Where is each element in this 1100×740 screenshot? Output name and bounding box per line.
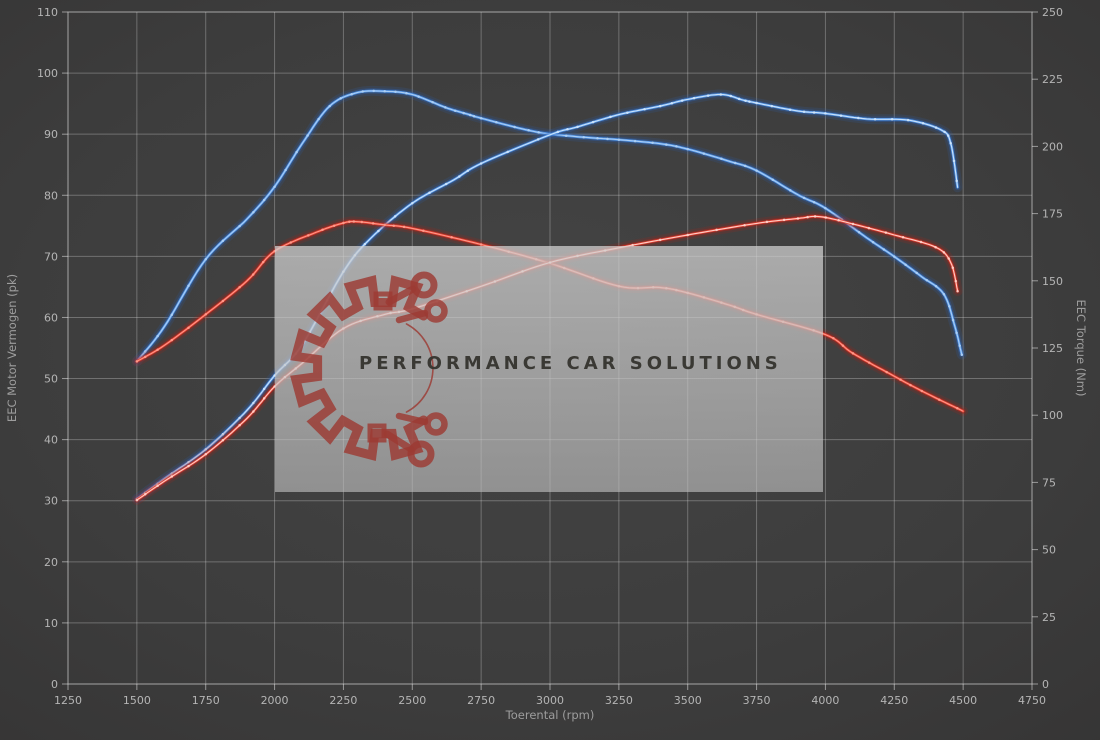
x-tick-label: 1750: [192, 694, 220, 707]
circuit-node: [410, 271, 438, 299]
tick-marks: [62, 11, 1038, 690]
x-axis-title: Toerental (rpm): [505, 708, 595, 722]
circuit-pad: [373, 291, 393, 311]
right-y-tick-label: 125: [1042, 342, 1063, 355]
circuit-node: [424, 299, 448, 323]
tick-labels: 1250 1500 1750 2000 2250 2500 2750 3000 3250 3500…: [37, 6, 1063, 707]
x-tick-label: 1500: [123, 694, 151, 707]
right-y-tick-label: 50: [1042, 544, 1056, 557]
left-y-tick-label: 100: [37, 67, 58, 80]
left-y-tick-label: 50: [44, 373, 58, 386]
left-y-tick-label: 20: [44, 556, 58, 569]
left-y-tick-label: 70: [44, 250, 58, 263]
circuit-pad: [367, 423, 387, 443]
gear-outline: [290, 275, 429, 461]
gear-circuit-logo-icon: [290, 271, 448, 468]
x-tick-label: 2250: [329, 694, 357, 707]
right-y-tick-label: 75: [1042, 476, 1056, 489]
plot-border: [67, 11, 1033, 685]
watermark-text: PERFORMANCE CAR SOLUTIONS: [359, 353, 782, 374]
right-y-tick-label: 200: [1042, 140, 1063, 153]
left-y-tick-label: 90: [44, 128, 58, 141]
circuit-node: [407, 440, 435, 468]
right-y-tick-label: 175: [1042, 208, 1063, 221]
left-y-tick-label: 80: [44, 189, 58, 202]
left-y-tick-label: 40: [44, 434, 58, 447]
right-y-tick-label: 250: [1042, 6, 1063, 19]
x-tick-label: 3000: [536, 694, 564, 707]
left-y-tick-label: 110: [37, 6, 58, 19]
left-y-tick-label: 0: [51, 678, 58, 691]
left-y-tick-label: 60: [44, 311, 58, 324]
watermark: PERFORMANCE CAR SOLUTIONS: [275, 246, 823, 492]
x-tick-label: 4500: [949, 694, 977, 707]
x-tick-label: 1250: [54, 694, 82, 707]
x-tick-label: 4750: [1018, 694, 1046, 707]
right-y-tick-label: 25: [1042, 611, 1056, 624]
left-y-tick-label: 30: [44, 495, 58, 508]
right-y-tick-label: 150: [1042, 275, 1063, 288]
x-tick-label: 2750: [467, 694, 495, 707]
right-y-axis-title: EEC Torque (Nm): [1074, 300, 1088, 397]
circuit-trace: [383, 430, 415, 453]
right-y-tick-label: 225: [1042, 73, 1063, 86]
circuit-node: [424, 412, 448, 436]
x-tick-label: 2500: [398, 694, 426, 707]
right-y-tick-label: 100: [1042, 409, 1063, 422]
x-tick-label: 2000: [261, 694, 289, 707]
gear-inner-arc: [405, 323, 434, 413]
x-tick-label: 4000: [811, 694, 839, 707]
right-y-tick-label: 0: [1042, 678, 1049, 691]
left-y-tick-label: 10: [44, 617, 58, 630]
x-tick-label: 4250: [880, 694, 908, 707]
x-tick-label: 3750: [743, 694, 771, 707]
x-tick-label: 3500: [674, 694, 702, 707]
x-tick-label: 3250: [605, 694, 633, 707]
circuit-trace: [395, 309, 429, 324]
circuit-trace: [385, 285, 417, 306]
circuit-trace: [395, 412, 429, 426]
left-y-axis-title: EEC Motor Vermogen (pk): [5, 274, 19, 422]
